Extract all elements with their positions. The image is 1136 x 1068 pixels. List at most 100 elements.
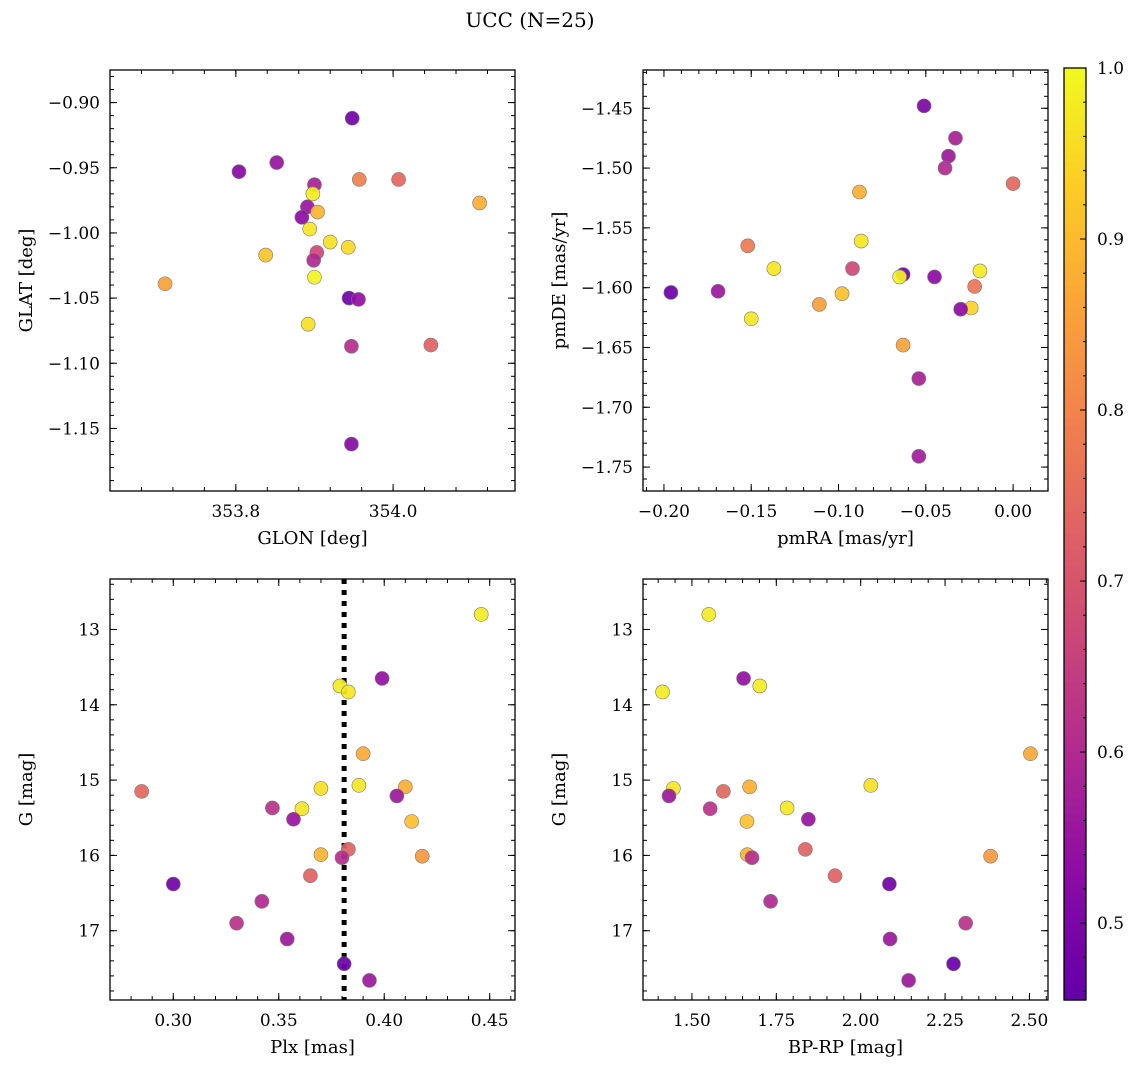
- colorbar-segment: [1064, 596, 1086, 605]
- colorbar-segment: [1064, 860, 1086, 869]
- scatter-points: [157, 110, 487, 452]
- colorbar-segment: [1064, 805, 1086, 815]
- colorbar-segment: [1064, 332, 1086, 341]
- y-tick-label: −1.60: [581, 279, 633, 299]
- x-tick-label: −0.10: [812, 502, 864, 522]
- y-tick-label: −0.95: [48, 159, 100, 179]
- scatter-point: [892, 269, 907, 285]
- x-tick-label: 353.8: [211, 502, 260, 522]
- colorbar-segment: [1064, 798, 1086, 807]
- scatter-point: [801, 811, 816, 827]
- colorbar-segment: [1064, 790, 1086, 799]
- colorbar-segment: [1064, 339, 1086, 349]
- scatter-point: [134, 784, 149, 799]
- colorbar-segment: [1064, 293, 1086, 302]
- colorbar-segment: [1064, 75, 1086, 85]
- scatter-point: [307, 269, 322, 285]
- colorbar-segment: [1064, 184, 1086, 193]
- colorbar-segment: [1064, 83, 1086, 92]
- scatter-point: [351, 778, 367, 793]
- y-tick-label: −1.50: [581, 159, 633, 179]
- scatter-point: [423, 337, 439, 353]
- scatter-point: [254, 894, 270, 909]
- scatter-point: [165, 876, 181, 892]
- axes-frame: [642, 69, 1049, 492]
- colorbar-segment: [1064, 627, 1086, 636]
- colorbar-segment: [1064, 565, 1086, 574]
- scatter-point: [661, 788, 677, 804]
- colorbar-segment: [1064, 953, 1086, 962]
- colorbar-segment: [1064, 906, 1086, 916]
- axes-frame: [642, 578, 1049, 1001]
- scatter-point: [911, 449, 927, 464]
- colorbar-segment: [1064, 238, 1086, 248]
- scatter-point: [336, 956, 352, 972]
- x-tick-label: 0.35: [260, 1011, 298, 1031]
- colorbar-segment: [1064, 99, 1086, 108]
- colorbar-segment: [1064, 735, 1086, 745]
- axis-ticks: [110, 579, 515, 1000]
- colorbar-segment: [1064, 518, 1086, 527]
- scatter-point: [391, 172, 406, 187]
- colorbar-segment: [1064, 603, 1086, 613]
- scatter-point: [948, 130, 963, 146]
- colorbar-segment: [1064, 355, 1086, 364]
- colorbar-segment: [1064, 68, 1086, 77]
- y-axis-label: G [mag]: [549, 753, 570, 826]
- colorbar-segment: [1064, 254, 1086, 263]
- x-tick-label: −0.20: [638, 502, 690, 522]
- scatter-points: [655, 607, 1038, 988]
- colorbar-segment: [1064, 417, 1086, 426]
- colorbar-segment: [1064, 246, 1086, 255]
- colorbar-segment: [1064, 681, 1086, 690]
- colorbar-segment: [1064, 619, 1086, 628]
- scatter-point: [937, 160, 953, 176]
- scatter-point: [798, 842, 813, 857]
- colorbar-segment: [1064, 510, 1086, 520]
- colorbar: 0.5 0.6 0.7 0.8 0.9 1.0: [1063, 59, 1124, 1001]
- colorbar-segment: [1064, 836, 1086, 846]
- colorbar-segment: [1064, 743, 1086, 753]
- colorbar-segment: [1064, 456, 1086, 465]
- colorbar-segment: [1064, 106, 1086, 116]
- y-tick-label: 17: [611, 922, 633, 942]
- colorbar-segment: [1064, 534, 1086, 543]
- colorbar-segment: [1064, 176, 1086, 186]
- colorbar-segment: [1064, 945, 1086, 954]
- colorbar-segment: [1064, 207, 1086, 217]
- colorbar-segment: [1064, 262, 1086, 271]
- axes-frame: [109, 578, 516, 1001]
- colorbar-segment: [1064, 285, 1086, 294]
- x-tick-label: 2.00: [842, 1011, 880, 1031]
- scatter-point: [340, 239, 356, 255]
- colorbar-segment: [1064, 891, 1086, 900]
- y-tick-label: 16: [611, 846, 633, 866]
- scatter-point: [972, 263, 988, 279]
- scatter-point: [231, 164, 247, 179]
- colorbar-segment: [1064, 145, 1086, 155]
- y-tick-label: −1.05: [48, 289, 100, 309]
- scatter-point: [763, 894, 778, 909]
- scatter-point: [882, 876, 897, 892]
- colorbar-segment: [1064, 767, 1086, 776]
- scatter-point: [812, 297, 827, 312]
- colorbar-segment: [1064, 658, 1086, 667]
- colorbar-tick-label: 0.8: [1097, 401, 1124, 421]
- scatter-point: [374, 671, 390, 686]
- colorbar-segment: [1064, 122, 1086, 131]
- scatter-point: [739, 814, 755, 829]
- colorbar-tick-label: 0.9: [1097, 230, 1124, 250]
- colorbar-segment: [1064, 231, 1086, 240]
- colorbar-segment: [1064, 137, 1086, 147]
- colorbar-segment: [1064, 316, 1086, 325]
- colorbar-segment: [1064, 611, 1086, 621]
- colorbar-segment: [1064, 844, 1086, 854]
- colorbar-segment: [1064, 549, 1086, 558]
- colorbar-segment: [1064, 223, 1086, 232]
- scatter-point: [742, 779, 757, 795]
- scatter-point: [229, 915, 244, 931]
- scatter-point: [716, 784, 731, 799]
- y-tick-label: −1.75: [581, 458, 633, 478]
- scatter-point: [351, 292, 366, 307]
